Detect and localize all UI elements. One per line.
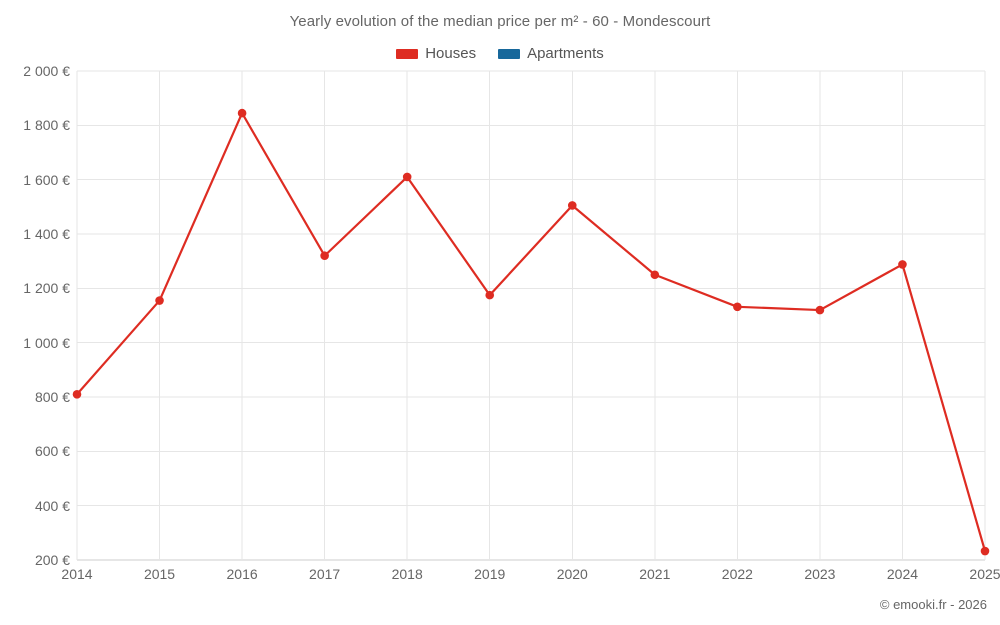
legend-swatch-apartments <box>498 48 521 59</box>
data-point-marker[interactable] <box>733 302 742 312</box>
chart-legend: Houses Apartments <box>0 45 1000 62</box>
x-axis-tick-label: 2016 <box>226 566 258 582</box>
data-series-layer <box>72 108 990 556</box>
y-axis-tick-label: 600 € <box>34 443 70 460</box>
x-axis-tick-label: 2022 <box>721 566 753 582</box>
x-axis-tick-label: 2025 <box>969 566 1000 582</box>
y-axis-tick-label: 1 400 € <box>23 226 70 242</box>
x-axis-tick-label: 2014 <box>61 566 93 582</box>
data-point-marker[interactable] <box>402 172 412 182</box>
x-axis-tick-label: 2020 <box>556 566 588 582</box>
grid-lines <box>76 70 986 561</box>
legend-label-houses: Houses <box>425 45 477 62</box>
x-axis-tick-label: 2023 <box>804 566 836 582</box>
y-axis-tick-label: 1 000 € <box>23 334 70 351</box>
credits-label: © emooki.fr - 2026 <box>879 597 987 612</box>
y-axis-labels: 200 € 400 € 600 € 800 € 1 000 € 1 200 € 1 400 … <box>0 63 70 568</box>
x-axis-tick-label: 2015 <box>143 566 176 582</box>
y-axis-tick-label: 1 800 € <box>23 117 70 134</box>
data-point-marker[interactable] <box>237 108 247 118</box>
data-point-marker[interactable] <box>980 546 990 556</box>
data-point-marker[interactable] <box>320 251 329 261</box>
y-axis-tick-label: 800 € <box>34 389 70 405</box>
x-axis-tick-label: 2018 <box>391 566 423 582</box>
data-point-marker[interactable] <box>898 260 907 269</box>
legend-item-apartments[interactable]: Apartments <box>498 45 604 62</box>
x-axis-tick-label: 2021 <box>639 566 671 582</box>
y-axis-tick-label: 2 000 € <box>23 63 70 79</box>
y-axis-tick-label: 1 600 € <box>23 171 70 188</box>
data-point-marker[interactable] <box>485 290 495 300</box>
legend-item-houses[interactable]: Houses <box>396 45 476 62</box>
data-point-marker[interactable] <box>650 270 660 280</box>
x-axis-labels: 2014 2015 2016 2017 2018 2019 2020 2021 2022 2023… <box>61 566 1000 590</box>
x-axis-tick-label: 2024 <box>886 566 919 582</box>
plot-area <box>72 70 990 561</box>
data-point-marker[interactable] <box>155 296 164 305</box>
y-axis-tick-label: 400 € <box>34 497 70 514</box>
y-axis-tick-label: 1 200 € <box>23 280 70 297</box>
series-line-houses <box>75 112 987 553</box>
data-point-marker[interactable] <box>72 389 82 399</box>
data-point-marker[interactable] <box>567 201 577 210</box>
legend-label-apartments: Apartments <box>527 45 604 62</box>
x-axis-tick-label: 2017 <box>309 566 341 582</box>
legend-swatch-houses <box>396 48 419 59</box>
data-point-marker[interactable] <box>815 305 825 315</box>
chart-title: Yearly evolution of the median price per… <box>289 13 711 30</box>
y-axis-tick-label: 200 € <box>34 552 70 568</box>
x-axis-tick-label: 2019 <box>474 566 506 582</box>
